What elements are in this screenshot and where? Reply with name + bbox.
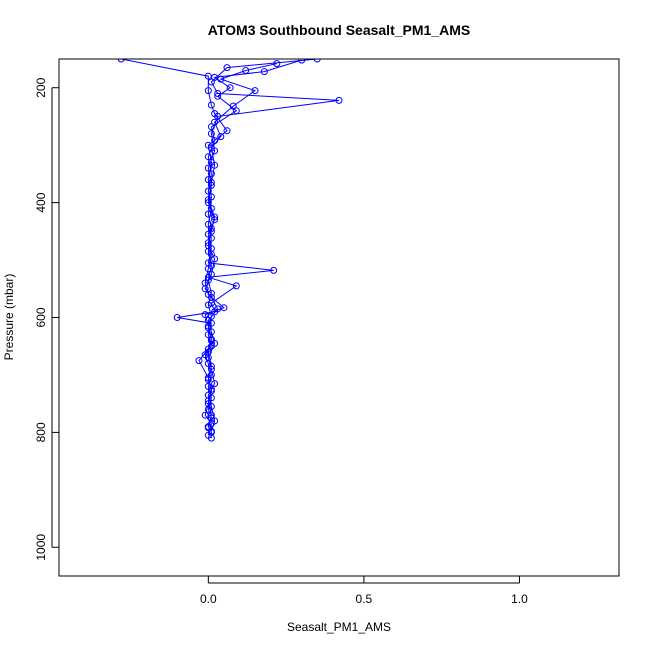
data-point [204,72,212,80]
data-point [226,84,234,92]
data-point [232,107,240,115]
y-tick-label: 400 [34,192,48,212]
data-point [207,387,215,395]
data-point [204,247,212,255]
x-tick-label: 0.0 [200,592,217,606]
x-tick-label: 0.5 [356,592,373,606]
data-point [201,311,209,319]
data-point [211,137,219,145]
data-point [207,335,215,343]
series-layer [117,59,343,442]
data-point [204,424,212,432]
data-point [214,92,222,100]
data-point [207,179,215,186]
data-point [207,312,215,320]
data-point [211,417,219,425]
data-point [204,164,212,172]
data-point [223,64,231,72]
series-group [204,59,306,432]
data-point [207,227,215,235]
y-tick-label: 600 [34,307,48,327]
data-point [204,348,212,356]
data-point [211,213,219,221]
data-point [207,130,215,138]
data-point [204,376,212,383]
data-point [211,255,219,263]
data-point [204,153,212,161]
data-point [260,68,268,76]
x-tick-label: 1.0 [511,592,528,606]
plot-frame [58,58,620,577]
data-point [195,357,203,365]
data-point [313,59,321,63]
data-point [211,110,219,118]
y-tick-label: 800 [34,422,48,442]
data-point [211,73,219,81]
data-point [270,266,278,274]
y-axis-label: Pressure (mbar) [2,274,16,361]
data-point [214,305,222,313]
data-point [204,87,212,95]
data-point [211,161,219,169]
data-point [204,324,212,332]
data-point [204,220,212,228]
data-point [201,285,209,293]
y-tick-label: 1000 [34,534,48,561]
data-point [207,270,215,278]
data-point [335,96,343,104]
data-point [207,411,215,419]
data-point [207,170,215,178]
data-point [207,123,215,131]
x-axis-label: Seasalt_PM1_AMS [287,620,391,634]
series-line [204,63,277,432]
data-point [273,60,281,68]
data-point [207,403,215,410]
axes-layer: 0.0 0.5 1.0 200 400 600 800 1000 [34,77,528,606]
data-point [204,397,212,405]
data-point [211,380,219,388]
series-line [207,59,302,428]
data-point [204,301,212,309]
data-point [207,234,215,242]
y-tick-label: 200 [34,77,48,97]
data-point [298,59,306,64]
data-point [223,127,231,135]
data-point [207,362,215,370]
data-point [207,262,215,270]
data-point [217,133,225,141]
data-point [204,196,212,204]
data-point [204,187,212,195]
chart-title: ATOM3 Southbound Seasalt_PM1_AMS [208,22,470,38]
data-point [251,87,259,95]
data-point [117,59,125,63]
series-group [173,59,343,442]
data-point [173,314,181,321]
data-point [207,204,215,212]
data-point [207,144,215,152]
data-point [207,289,215,297]
series-line [177,59,340,439]
data-point [207,101,215,109]
data-point [232,282,240,290]
data-point [204,276,212,284]
data-point [204,210,212,218]
